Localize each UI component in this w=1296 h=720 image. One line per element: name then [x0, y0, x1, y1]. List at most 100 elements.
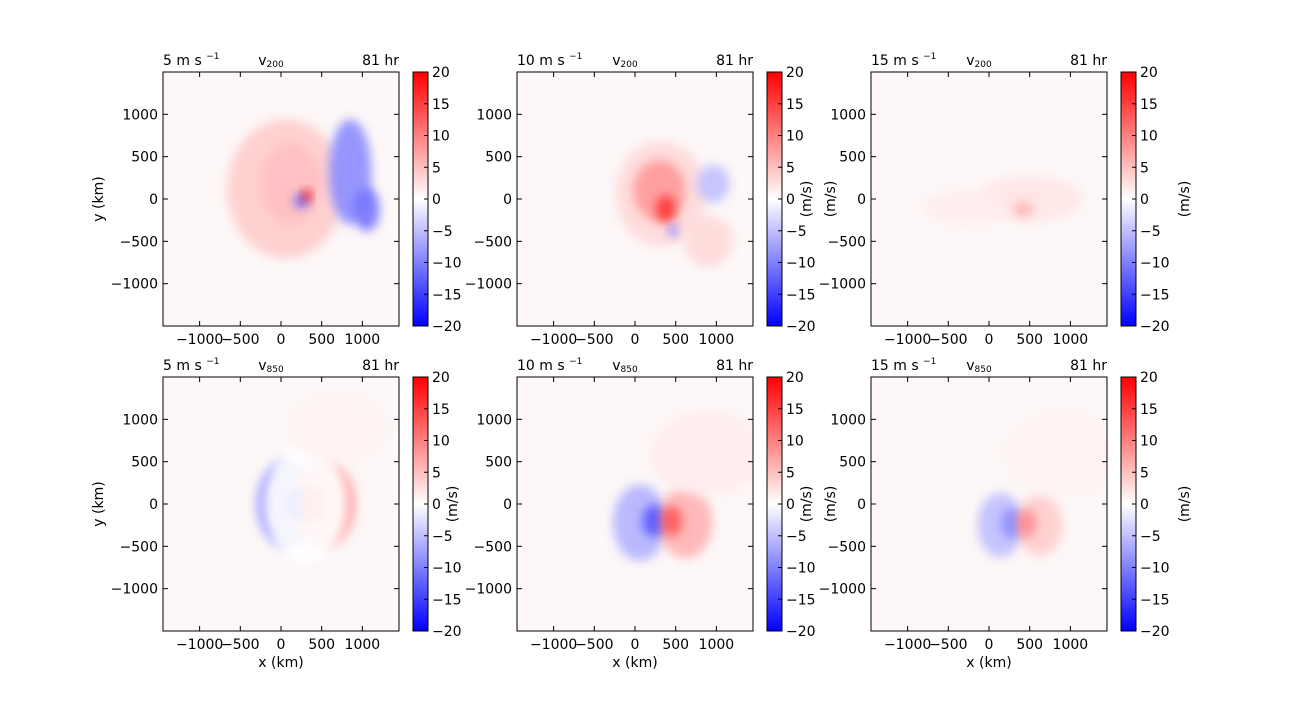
- x-tick-label: 0: [277, 332, 286, 348]
- colorbar-tick-label: −20: [786, 624, 816, 640]
- panel-title-left: 5 m s −1: [163, 52, 219, 69]
- x-tick-label: −1000: [884, 637, 931, 653]
- colorbar-tick-label: −20: [786, 319, 816, 335]
- panel-title-right: 81 hr: [716, 53, 753, 69]
- x-tick-label: 500: [662, 637, 689, 653]
- y-tick-label: −1000: [465, 277, 512, 293]
- colorbar-tick-label: 10: [432, 129, 450, 145]
- y-axis-label: (m/s): [799, 181, 815, 218]
- y-tick-label: 1000: [476, 107, 512, 123]
- y-tick-label: −500: [474, 539, 512, 555]
- y-axis-label: (m/s): [799, 486, 815, 523]
- panel-title-right: 81 hr: [1070, 358, 1107, 374]
- colorbar-tick-label: 0: [1140, 497, 1149, 513]
- colorbar-tick-label: 5: [786, 465, 795, 481]
- colorbar-tick-label: 15: [786, 97, 804, 113]
- panel-title-right: 81 hr: [716, 358, 753, 374]
- colorbar-tick-label: 15: [1140, 402, 1158, 418]
- colorbar-tick-label: −5: [1140, 529, 1161, 545]
- field-feature-5: [683, 215, 733, 267]
- field-feature-1: [227, 119, 345, 259]
- y-tick-label: −1000: [465, 582, 512, 598]
- field-feature-1: [658, 487, 713, 559]
- field-feature-2: [923, 190, 1006, 225]
- field-feature-2: [642, 504, 666, 538]
- x-tick-label: 1000: [1053, 637, 1089, 653]
- y-axis-label: y (km): [91, 481, 107, 526]
- colorbar-tick-label: 0: [786, 497, 795, 513]
- y-tick-label: 0: [503, 192, 512, 208]
- title-superscript: −1: [569, 52, 582, 62]
- title-subscript: 850: [621, 365, 638, 375]
- y-tick-label: −500: [828, 539, 866, 555]
- panel-title-center: v200: [258, 53, 284, 70]
- y-tick-label: −1000: [111, 277, 158, 293]
- title-superscript: −1: [923, 357, 936, 367]
- x-tick-label: 500: [308, 332, 335, 348]
- colorbar-tick-label: 15: [432, 97, 450, 113]
- x-tick-label: −1000: [176, 332, 223, 348]
- field-feature-2: [1001, 508, 1023, 539]
- colorbar-tick-label: −20: [432, 319, 462, 335]
- colorbar-tick-label: −20: [1140, 624, 1170, 640]
- field-feature-3: [1016, 509, 1037, 538]
- panel-title-left: 10 m s −1: [517, 357, 582, 374]
- field-feature-4: [1005, 410, 1107, 496]
- colorbar-tick-label: −5: [432, 224, 453, 240]
- y-tick-label: 500: [131, 455, 158, 471]
- field-feature-4: [651, 410, 753, 496]
- y-tick-label: −1000: [819, 582, 866, 598]
- x-tick-label: −500: [575, 637, 613, 653]
- x-tick-label: −500: [575, 332, 613, 348]
- panel-title-left: 15 m s −1: [871, 52, 936, 69]
- colorbar-tick-label: −15: [1140, 592, 1170, 608]
- panel-title-center: v850: [258, 358, 284, 375]
- panel-title-left: 10 m s −1: [517, 52, 582, 69]
- y-tick-label: −500: [828, 234, 866, 250]
- panel-title-center: v850: [966, 358, 992, 375]
- y-tick-label: 1000: [122, 412, 158, 428]
- colorbar-tick-label: 15: [786, 402, 804, 418]
- x-tick-label: 0: [631, 332, 640, 348]
- field-feature-4: [264, 444, 347, 564]
- colorbar-tick-label: 0: [1140, 192, 1149, 208]
- colorbar-tick-label: −10: [1140, 256, 1170, 272]
- y-tick-label: 0: [503, 497, 512, 513]
- field-feature-4: [668, 223, 679, 238]
- colorbar-tick-label: 20: [432, 65, 450, 81]
- colorbar-tick-label: −10: [1140, 561, 1170, 577]
- colorbar-tick-label: 5: [786, 160, 795, 176]
- colorbar-tick-label: −15: [786, 592, 816, 608]
- y-tick-label: −500: [120, 234, 158, 250]
- y-tick-label: 0: [857, 497, 866, 513]
- colorbar-tick-label: 5: [1140, 465, 1149, 481]
- y-tick-label: 500: [839, 455, 866, 471]
- y-axis-label: (m/s): [445, 486, 461, 523]
- title-superscript: −1: [569, 357, 582, 367]
- title-subscript: 200: [267, 60, 284, 70]
- colorbar-label: (m/s): [823, 486, 839, 523]
- colorbar-tick-label: 0: [432, 192, 441, 208]
- x-tick-label: −1000: [530, 332, 577, 348]
- colorbar-tick-label: 5: [1140, 160, 1149, 176]
- colorbar-tick-label: −10: [786, 561, 816, 577]
- field-feature-2: [656, 195, 676, 223]
- y-tick-label: 1000: [476, 412, 512, 428]
- x-tick-label: 1000: [345, 637, 381, 653]
- colorbar-tick-label: −10: [786, 256, 816, 272]
- x-tick-label: 500: [308, 637, 335, 653]
- x-axis-label: x (km): [612, 655, 657, 671]
- title-superscript: −1: [923, 52, 936, 62]
- y-axis-label: y (km): [91, 176, 107, 221]
- colorbar-label: (m/s): [823, 181, 839, 218]
- x-axis-label: x (km): [966, 655, 1011, 671]
- title-superscript: −1: [206, 52, 219, 62]
- x-tick-label: −1000: [884, 332, 931, 348]
- colorbar-tick-label: −10: [432, 561, 462, 577]
